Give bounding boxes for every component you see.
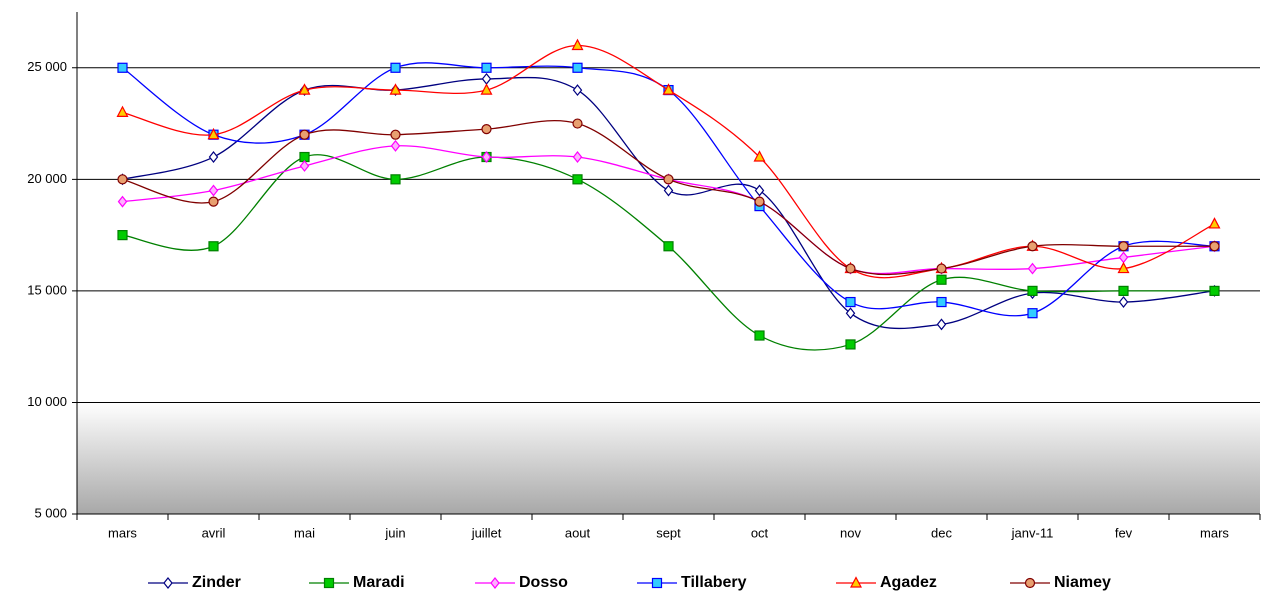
- data-point: [1209, 241, 1220, 252]
- data-point: [299, 129, 310, 140]
- x-tick-label: nov: [840, 525, 861, 540]
- x-tick-label: juin: [384, 525, 405, 540]
- data-point: [572, 84, 583, 97]
- legend-label: Tillabery: [681, 574, 747, 591]
- data-point: [1027, 241, 1038, 252]
- data-point: [662, 83, 675, 95]
- y-tick-label: 15 000: [27, 282, 67, 297]
- legend-label: Dosso: [519, 574, 568, 591]
- data-point: [1208, 217, 1221, 229]
- data-point: [1118, 296, 1129, 309]
- data-point: [117, 230, 128, 241]
- data-point: [480, 83, 493, 95]
- data-point: [936, 274, 947, 285]
- x-tick-label: dec: [931, 525, 952, 540]
- data-point: [299, 159, 310, 172]
- data-point: [936, 296, 947, 308]
- data-point: [754, 196, 765, 207]
- data-point: [1117, 261, 1130, 274]
- data-point: [1118, 241, 1129, 252]
- legend-marker: [490, 577, 500, 589]
- x-tick-label: mai: [294, 525, 315, 540]
- legend-marker: [1024, 577, 1036, 589]
- y-tick-label: 25 000: [27, 59, 67, 74]
- data-point: [208, 241, 219, 252]
- data-point: [845, 263, 856, 274]
- data-point: [845, 339, 856, 350]
- data-point: [663, 241, 674, 252]
- series-line: [122, 120, 1215, 276]
- data-point: [936, 263, 947, 274]
- legend-marker: [163, 577, 173, 589]
- data-point: [481, 151, 492, 163]
- y-tick-label: 10 000: [27, 394, 67, 409]
- data-point: [571, 38, 584, 51]
- data-point: [389, 83, 402, 95]
- data-point: [208, 151, 219, 163]
- legend-marker: [850, 576, 862, 588]
- x-tick-label: sept: [656, 525, 681, 540]
- data-point: [481, 72, 492, 85]
- data-point: [116, 105, 129, 117]
- data-point: [663, 184, 674, 197]
- data-point: [1027, 262, 1038, 275]
- x-tick-label: mars: [1200, 525, 1229, 540]
- data-point: [390, 139, 401, 152]
- legend-marker: [651, 577, 663, 589]
- data-point: [390, 129, 401, 140]
- legend-label: Zinder: [192, 574, 241, 591]
- data-point: [1209, 285, 1220, 296]
- data-point: [390, 174, 401, 185]
- data-point: [298, 83, 311, 95]
- data-point: [572, 118, 583, 129]
- data-point: [208, 196, 219, 207]
- legend-label: Niamey: [1054, 574, 1111, 591]
- data-point: [1027, 285, 1038, 296]
- data-point: [117, 62, 128, 73]
- data-point: [572, 151, 583, 163]
- x-tick-label: mars: [108, 525, 137, 540]
- data-point: [753, 150, 766, 162]
- plot-background: [77, 402, 1260, 514]
- x-tick-label: janv-11: [1011, 525, 1054, 540]
- data-point: [481, 124, 492, 135]
- data-point: [845, 296, 856, 308]
- data-point: [117, 174, 128, 185]
- y-tick-label: 5 000: [34, 505, 67, 520]
- x-tick-label: avril: [202, 525, 226, 540]
- legend-label: Maradi: [353, 574, 405, 591]
- x-tick-label: oct: [751, 525, 769, 540]
- data-point: [207, 127, 220, 140]
- data-point: [390, 62, 401, 73]
- data-point: [936, 318, 947, 331]
- data-point: [1027, 308, 1038, 319]
- x-tick-label: juillet: [471, 525, 502, 540]
- data-point: [754, 184, 765, 197]
- data-point: [1118, 251, 1129, 264]
- series-line: [122, 145, 1215, 275]
- data-point: [754, 330, 765, 341]
- legend-marker: [323, 577, 335, 589]
- y-tick-label: 20 000: [27, 171, 67, 186]
- data-point: [481, 62, 492, 73]
- x-tick-label: aout: [565, 525, 591, 540]
- x-tick-label: fev: [1115, 525, 1133, 540]
- legend-label: Agadez: [880, 574, 937, 591]
- data-point: [845, 307, 856, 320]
- data-point: [1118, 285, 1129, 296]
- data-point: [208, 184, 219, 197]
- data-point: [663, 174, 674, 185]
- data-point: [117, 195, 128, 208]
- data-point: [572, 62, 583, 73]
- data-point: [572, 174, 583, 185]
